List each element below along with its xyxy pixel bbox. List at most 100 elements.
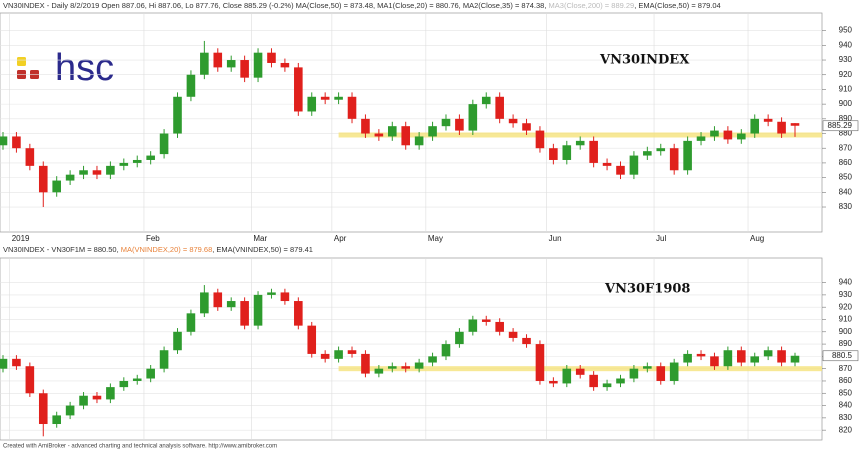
x-tick-label: Aug bbox=[750, 234, 764, 243]
support-band bbox=[338, 132, 822, 138]
candle-body bbox=[777, 350, 786, 363]
candle-body bbox=[522, 123, 531, 131]
header: VN30INDEX - VN30F1M = 880.50, MA(VNINDEX… bbox=[3, 245, 313, 254]
candle-body bbox=[267, 292, 276, 295]
y-tick-label: 830 bbox=[839, 413, 853, 422]
y-tick-label: 910 bbox=[839, 315, 853, 324]
candle-body bbox=[200, 292, 209, 314]
candle-body bbox=[132, 159, 142, 163]
candle-body bbox=[602, 383, 612, 388]
candle-body bbox=[562, 145, 572, 160]
candle-body bbox=[25, 148, 35, 166]
candle-body bbox=[320, 96, 330, 100]
candle-body bbox=[159, 350, 169, 369]
y-tick-label: 910 bbox=[839, 85, 853, 94]
candle-body bbox=[656, 148, 666, 152]
y-tick-label: 880 bbox=[839, 129, 853, 138]
candle-body bbox=[535, 130, 545, 149]
candle-body bbox=[549, 380, 558, 384]
candle-body bbox=[575, 368, 585, 375]
candle-body bbox=[643, 366, 652, 369]
candle-body bbox=[173, 96, 182, 134]
candle-body bbox=[750, 118, 760, 134]
candle-body bbox=[347, 96, 357, 119]
candle-body bbox=[361, 118, 370, 134]
candle-body bbox=[629, 155, 639, 175]
candle-body bbox=[481, 319, 491, 322]
candle-body bbox=[455, 118, 464, 131]
candle-body bbox=[589, 140, 598, 163]
header-part: VN30INDEX - VN30F1M = 880.50, bbox=[3, 245, 121, 254]
candle-body bbox=[387, 126, 397, 137]
y-tick-label: 830 bbox=[839, 202, 853, 211]
header-part: MA3(Close,200) = 889.29 bbox=[549, 1, 635, 10]
candle-body bbox=[132, 378, 142, 381]
candle-body bbox=[562, 368, 572, 384]
y-tick-label: 850 bbox=[839, 173, 853, 182]
y-tick-label: 860 bbox=[839, 376, 853, 385]
candle-body bbox=[280, 292, 290, 302]
candle-body bbox=[119, 380, 129, 388]
header-part: VN30INDEX - Daily 8/2/2019 Open 887.06, … bbox=[3, 1, 549, 10]
candle-body bbox=[361, 353, 370, 374]
y-tick-label: 840 bbox=[839, 401, 853, 410]
candle-body bbox=[508, 331, 518, 338]
candle-body bbox=[186, 313, 196, 332]
candle-body bbox=[334, 96, 343, 100]
candle-body bbox=[441, 118, 451, 127]
candle-body bbox=[294, 67, 303, 112]
candle-body bbox=[146, 155, 155, 160]
candle-body bbox=[213, 52, 223, 68]
candle-body bbox=[616, 165, 625, 175]
candle-body bbox=[200, 52, 209, 75]
candle-body bbox=[723, 130, 733, 140]
candle-body bbox=[790, 355, 800, 363]
logo-square bbox=[17, 57, 26, 66]
candle-body bbox=[763, 350, 773, 357]
panel-title: VN30INDEX bbox=[599, 53, 690, 68]
candle-body bbox=[468, 104, 478, 131]
candle-body bbox=[79, 395, 88, 406]
candle-body bbox=[495, 96, 504, 119]
y-tick-label: 900 bbox=[839, 99, 853, 108]
y-tick-label: 920 bbox=[839, 70, 853, 79]
candle-body bbox=[65, 174, 75, 181]
candle-body bbox=[481, 96, 491, 105]
candle-body bbox=[656, 366, 666, 381]
candle-body bbox=[307, 96, 317, 112]
y-tick-label: 930 bbox=[839, 55, 853, 64]
panel-frame bbox=[0, 257, 823, 441]
candle-body bbox=[696, 353, 706, 357]
candle-body bbox=[52, 180, 61, 193]
header-part: , EMA(Close,50) = 879.04 bbox=[634, 1, 721, 10]
candle-body bbox=[750, 356, 760, 363]
candle-body bbox=[629, 368, 639, 379]
candle-body bbox=[253, 52, 263, 78]
candle-body bbox=[535, 344, 545, 381]
candle-body bbox=[267, 52, 276, 63]
candle-body bbox=[0, 358, 8, 369]
logo-text: hsc bbox=[55, 47, 114, 89]
y-tick-label: 840 bbox=[839, 187, 853, 196]
candle-body bbox=[146, 368, 155, 379]
candle-body bbox=[240, 60, 249, 78]
candle-body bbox=[723, 350, 733, 367]
candle-body bbox=[280, 62, 290, 68]
y-tick-label: 950 bbox=[839, 26, 853, 35]
candle-body bbox=[334, 350, 343, 359]
candle-body bbox=[38, 393, 48, 425]
candle-body bbox=[374, 368, 384, 374]
candle-body bbox=[106, 387, 115, 400]
candle-body bbox=[12, 358, 21, 367]
y-tick-label: 860 bbox=[839, 158, 853, 167]
candle-body bbox=[320, 353, 330, 359]
header: VN30INDEX - Daily 8/2/2019 Open 887.06, … bbox=[3, 1, 721, 10]
candle-body bbox=[737, 350, 746, 363]
candle-body bbox=[0, 136, 8, 146]
panel-frame bbox=[0, 12, 823, 233]
candle-body bbox=[683, 353, 692, 363]
candle-body bbox=[763, 118, 773, 122]
candle-body bbox=[455, 331, 464, 345]
candle-body bbox=[508, 118, 518, 124]
